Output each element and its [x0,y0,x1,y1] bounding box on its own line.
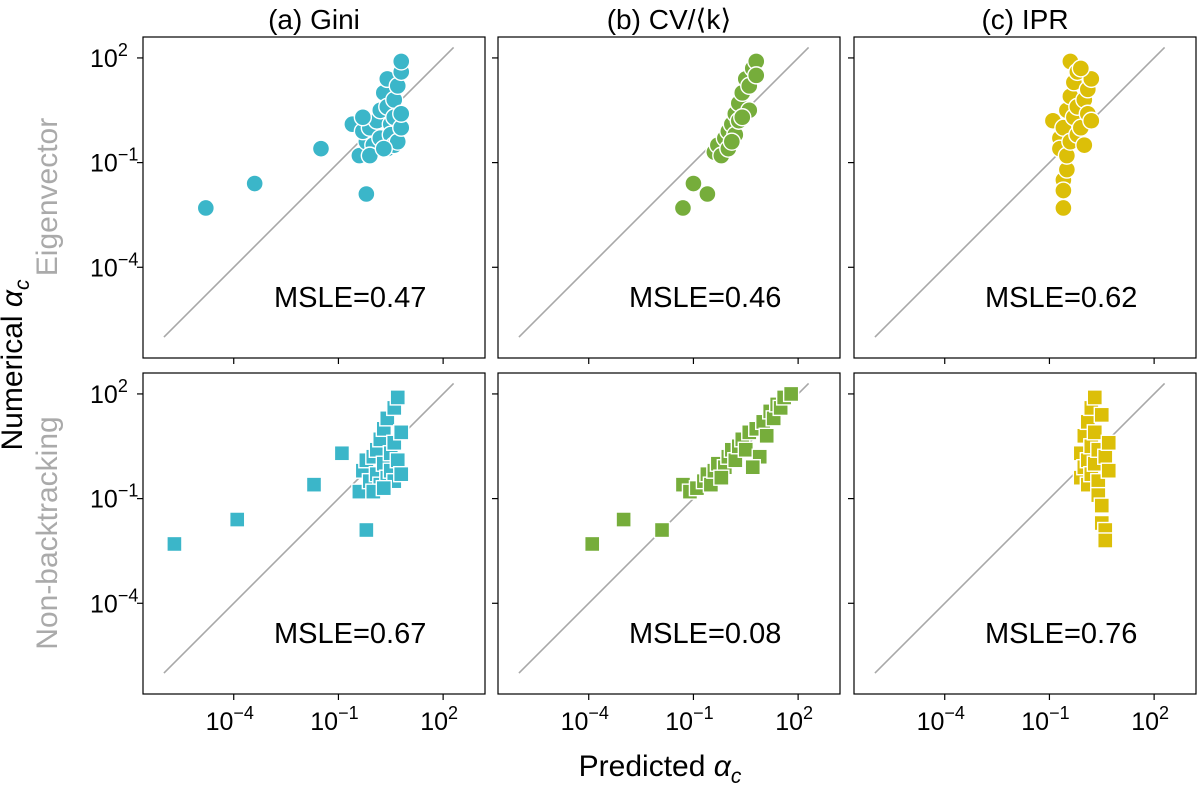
panel-nonbacktracking-cv-point-28 [782,385,800,403]
x-axis-label-subscript: c [731,765,742,788]
panel-eigenvector-gini-point-30 [353,108,373,127]
panel-eigenvector-gini-title: (a) Gini [268,4,360,35]
panel-eigenvector-cv-frame [497,36,841,359]
row-labels-layer: Eigenvector Non-backtracking [31,118,64,650]
panel-eigenvector-cv-point-21 [722,132,742,151]
panel-eigenvector-gini-frame [142,36,486,359]
panel-eigenvector-ipr-point-6 [1054,198,1073,218]
panel-nonbacktracking-ipr-point-16 [1093,406,1110,424]
panel-eigenvector-cv-identity-line [518,46,810,338]
panel-nonbacktracking-cv-frame [497,372,841,695]
panel-nonbacktracking-gini-xtick-label-2: 102 [420,703,458,736]
y-axis-label-subscript: c [11,279,34,290]
panel-eigenvector-ipr-point-24 [1082,111,1101,130]
x-axis-label: Predicted αc [579,750,742,788]
panel-eigenvector-ipr-title: (c) IPR [981,4,1068,35]
panel-nonbacktracking-cv: 10−4 10−1 102 MSLE=0.08 [492,372,841,736]
panel-nonbacktracking-gini-ytick-label-0: 10−4 [90,585,138,618]
panel-eigenvector-cv-point-1 [684,174,703,193]
panel-eigenvector-gini-point-27 [392,52,411,71]
panel-nonbacktracking-ipr-point-22 [1100,462,1117,479]
panel-nonbacktracking-cv-xtick-label-2: 102 [775,703,813,736]
panel-nonbacktracking-gini-point-2 [305,476,323,493]
panel-eigenvector-gini-point-26 [392,104,411,123]
x-axis-label-symbol: α [714,750,732,783]
panel-nonbacktracking-ipr-point-11 [1086,424,1103,441]
panel-nonbacktracking-ipr-identity-line [874,382,1166,674]
panel-eigenvector-cv-point-0 [673,198,693,218]
panel-nonbacktracking-cv-point-2 [653,521,671,539]
panel-eigenvector-ipr-identity-line [874,46,1166,338]
panels-layer: 10−4 10−1 102 MSLE=0.47 (a) Gini MSLE=0.46 (b)… [90,4,1197,736]
panel-eigenvector-gini-point-4 [357,184,376,204]
y-axis-label: Numerical αc [0,279,34,450]
y-axis-label-symbol: α [0,289,29,307]
panel-nonbacktracking-gini-point-1 [229,511,246,528]
panel-nonbacktracking-gini-point-24 [389,452,406,469]
row-label-non-backtracking: Non-backtracking [31,416,64,649]
panel-eigenvector-gini-identity-line [163,46,455,338]
panel-nonbacktracking-cv-point-1 [615,511,632,528]
panel-nonbacktracking-gini-point-28 [375,479,392,497]
panel-nonbacktracking-ipr-xtick-label-0: 10−4 [917,703,965,736]
panel-nonbacktracking-ipr-point-23 [1100,434,1117,451]
panel-nonbacktracking-gini-point-23 [389,389,406,406]
panel-eigenvector-gini-point-29 [374,139,393,158]
panel-nonbacktracking-cv-point-22 [758,427,775,445]
panel-eigenvector-gini-msle-annotation: MSLE=0.47 [274,282,426,314]
panel-nonbacktracking-gini-ytick-label-1: 10−1 [90,481,138,514]
panel-nonbacktracking-ipr-xtick-label-1: 10−1 [1021,703,1069,736]
panel-eigenvector-cv-point-2 [698,184,717,204]
panel-eigenvector-gini: 10−4 10−1 102 MSLE=0.47 (a) Gini [90,4,486,364]
panel-nonbacktracking-cv-msle-annotation: MSLE=0.08 [629,618,781,650]
panel-eigenvector-ipr-point-5 [1054,181,1073,200]
panel-nonbacktracking-ipr-msle-annotation: MSLE=0.76 [985,618,1137,650]
panel-nonbacktracking-ipr: 10−4 10−1 102 MSLE=0.76 [848,372,1197,736]
panel-nonbacktracking-gini-point-25 [393,424,410,441]
panel-eigenvector-cv-msle-annotation: MSLE=0.46 [629,282,781,314]
panel-eigenvector-cv-point-20 [747,66,766,85]
panel-nonbacktracking-cv-xtick-label-0: 10−4 [561,703,609,736]
panel-nonbacktracking-gini-point-4 [358,521,375,539]
y-axis-label-text: Numerical [0,307,29,450]
panel-eigenvector-gini-point-2 [311,139,331,158]
panel-eigenvector-cv-title: (b) CV/⟨k⟩ [607,4,732,35]
panel-nonbacktracking-gini-frame [142,372,486,695]
panel-nonbacktracking-gini-point-26 [393,465,410,483]
panel-nonbacktracking-cv-point-0 [584,535,601,553]
panel-eigenvector-cv: MSLE=0.46 (b) CV/⟨k⟩ [492,4,841,364]
panel-nonbacktracking-gini-msle-annotation: MSLE=0.67 [274,618,426,650]
panel-nonbacktracking-ipr-point-10 [1086,389,1103,406]
panel-nonbacktracking-ipr-point-17 [1093,497,1110,514]
panel-eigenvector-gini-point-1 [245,174,264,193]
panel-nonbacktracking-ipr-point-21 [1097,532,1114,549]
panel-nonbacktracking-gini-point-0 [166,535,183,553]
panel-nonbacktracking-cv-point-17 [737,441,754,458]
row-label-eigenvector: Eigenvector [31,118,64,276]
panel-eigenvector-ipr-point-20 [1075,135,1094,155]
panel-nonbacktracking-gini-point-3 [333,445,351,462]
panel-nonbacktracking-cv-point-30 [713,469,730,486]
panel-nonbacktracking-gini: 10−4 10−1 102 10−4 10−1 102 MSLE=0.67 [90,372,486,736]
panel-nonbacktracking-ipr-point-20 [1097,448,1114,465]
panel-nonbacktracking-gini-xtick-label-1: 10−1 [310,703,358,736]
panel-nonbacktracking-gini-ytick-label-2: 102 [90,376,128,409]
panel-eigenvector-ipr-msle-annotation: MSLE=0.62 [985,282,1137,314]
x-axis-label-text: Predicted [579,750,714,783]
panel-eigenvector-gini-ytick-label-0: 10−4 [90,249,138,282]
panel-eigenvector-ipr-point-25 [1071,59,1091,78]
panel-nonbacktracking-cv-point-29 [744,459,761,476]
panel-nonbacktracking-cv-xtick-label-1: 10−1 [665,703,713,736]
panel-eigenvector-cv-point-22 [733,108,752,127]
panel-nonbacktracking-ipr-xtick-label-2: 102 [1131,703,1169,736]
panel-eigenvector-ipr: MSLE=0.62 (c) IPR [848,4,1197,364]
panel-eigenvector-ipr-frame [853,36,1197,359]
panel-nonbacktracking-ipr-frame [853,372,1197,695]
panel-nonbacktracking-gini-xtick-label-0: 10−4 [206,703,254,736]
panel-eigenvector-gini-ytick-label-2: 102 [90,40,128,73]
panel-eigenvector-gini-point-0 [196,198,216,218]
panel-eigenvector-gini-ytick-label-1: 10−1 [90,145,138,178]
